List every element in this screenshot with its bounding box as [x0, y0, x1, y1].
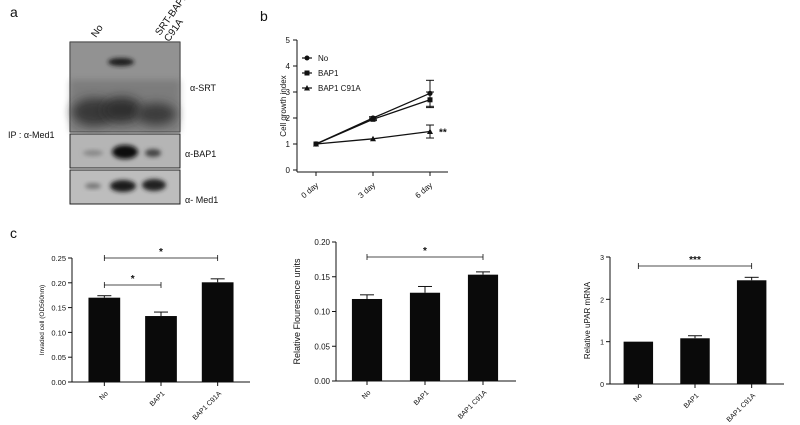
band-bap1-lane3 — [145, 149, 161, 157]
y-tick-label: 0.15 — [51, 304, 66, 313]
band-label-med1: α- Med1 — [185, 195, 218, 205]
y-axis-label: Invaded cell (OD560nm) — [39, 285, 46, 355]
bar — [680, 338, 710, 384]
y-tick-label: 0.05 — [314, 342, 330, 351]
y-tick-label: 0.20 — [51, 279, 66, 288]
panel-label-c: c — [10, 225, 17, 241]
blot-bap1 — [69, 133, 181, 169]
panel-label-b: b — [260, 8, 268, 24]
y-tick-label: 0.15 — [314, 273, 330, 282]
band-label-bap1: α-BAP1 — [185, 149, 216, 159]
y-axis-label: Relative uPAR mRNA — [583, 281, 592, 359]
band-bap1-lane2 — [112, 145, 138, 159]
bar — [623, 341, 654, 384]
western-blot: No SRT-BAP1C91A IP : α-Med1 — [8, 0, 218, 205]
y-tick-label: 1 — [286, 140, 291, 149]
y-tick-label: 2 — [600, 297, 604, 304]
y-tick-label: 0.20 — [314, 238, 330, 247]
legend-marker — [304, 85, 310, 91]
bar — [736, 280, 767, 384]
y-tick-label: 0 — [600, 382, 604, 389]
y-tick-label: 0.10 — [314, 308, 330, 317]
y-axis-label: Relative Flouresence units — [292, 258, 302, 365]
y-axis-label: Cell growth index — [279, 75, 288, 136]
y-tick-label: 5 — [286, 36, 291, 45]
band-med1-lane2 — [110, 180, 136, 192]
band-srt-upper — [108, 58, 134, 66]
y-tick-label: 0.00 — [51, 378, 66, 387]
y-tick-label: 2 — [286, 114, 291, 123]
blot-srt — [69, 41, 181, 133]
x-tick-label: No — [632, 392, 643, 403]
legend-label: No — [318, 54, 329, 63]
y-tick-label: 1 — [600, 340, 604, 347]
data-point — [313, 141, 319, 147]
bar — [409, 292, 441, 381]
data-point — [427, 128, 433, 135]
band-label-srt: α-SRT — [190, 83, 217, 93]
significance-label: * — [423, 246, 427, 257]
legend-marker — [304, 55, 310, 61]
y-tick-label: 0 — [286, 166, 291, 175]
y-tick-label: 0.25 — [51, 254, 66, 263]
bar — [145, 316, 177, 382]
significance-label: * — [159, 247, 163, 258]
y-tick-label: 3 — [286, 88, 291, 97]
x-tick-label: BAP1 — [683, 392, 701, 410]
data-point — [370, 116, 376, 122]
bar — [351, 298, 383, 381]
x-tick-label: No — [98, 390, 109, 401]
significance-label: *** — [689, 255, 701, 266]
significance-label: * — [131, 274, 135, 285]
x-tick-label: No — [361, 389, 372, 400]
bar — [467, 274, 499, 381]
bar — [201, 282, 234, 382]
y-tick-label: 0.05 — [51, 353, 66, 362]
legend-marker — [304, 70, 310, 76]
significance-label: ** — [439, 128, 447, 139]
panel-label-a: a — [10, 4, 18, 20]
y-tick-label: 3 — [600, 255, 604, 262]
x-tick-label: BAP1 C91A — [726, 392, 758, 424]
bar — [88, 297, 121, 382]
legend-label: BAP1 C91A — [318, 84, 361, 93]
band-med1-lane3 — [142, 179, 166, 191]
blot-med1 — [69, 169, 181, 205]
y-tick-label: 0.10 — [51, 328, 66, 337]
ip-label: IP : α-Med1 — [8, 130, 55, 140]
legend-label: BAP1 — [318, 69, 339, 78]
y-tick-label: 0.00 — [314, 377, 330, 386]
data-point — [370, 135, 376, 142]
data-point — [427, 97, 433, 103]
y-tick-label: 4 — [286, 62, 291, 71]
